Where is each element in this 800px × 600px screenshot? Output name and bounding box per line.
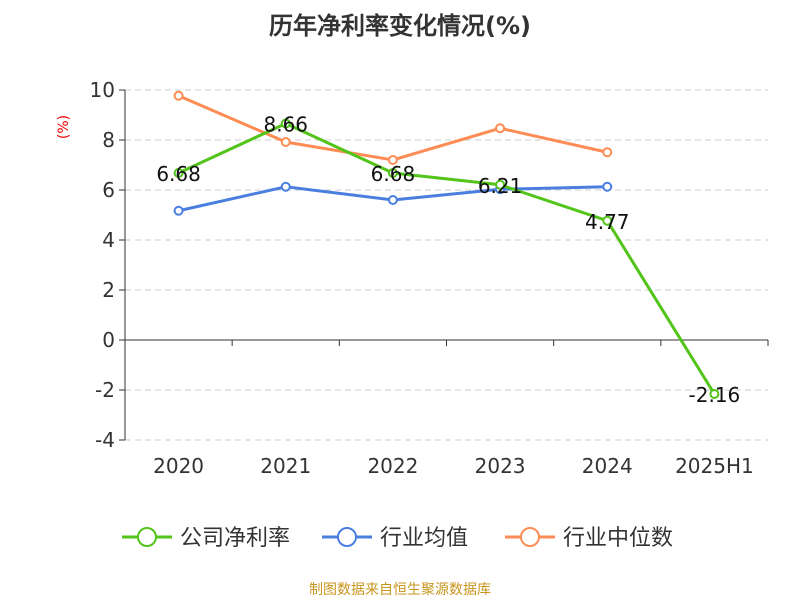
data-point: [173, 90, 184, 101]
data-point: [495, 123, 506, 134]
data-label: 8.66: [263, 113, 308, 137]
data-point: [602, 181, 613, 192]
y-tick-label: -4: [95, 428, 115, 452]
y-axis-label: (%): [56, 115, 72, 139]
series-line-2: [177, 94, 608, 162]
source-note: 制图数据来自恒生聚源数据库: [309, 582, 491, 598]
data-point: [387, 168, 398, 178]
data-label: -2.16: [689, 383, 741, 407]
data-point: [173, 168, 184, 178]
y-tick-label: 10: [90, 78, 115, 102]
x-tick-label: 2021: [260, 454, 311, 478]
data-label: 4.77: [585, 210, 630, 234]
x-tick-label: 2020: [153, 454, 204, 478]
chart-title: 历年净利率变化情况(%): [269, 12, 531, 40]
legend-label: 行业中位数: [563, 526, 673, 551]
data-label: 6.21: [478, 174, 523, 198]
x-tick-label: 2024: [582, 454, 633, 478]
data-point: [173, 205, 184, 216]
series-line-0: [177, 121, 716, 395]
x-tick-label: 2025H1: [675, 454, 754, 478]
y-tick-label: 8: [102, 128, 115, 152]
y-tick-label: 0: [102, 328, 115, 352]
data-point: [495, 179, 506, 190]
x-tick-label: 2022: [367, 454, 418, 478]
data-point: [387, 155, 398, 165]
y-tick-label: 6: [102, 178, 115, 202]
data-point: [280, 137, 291, 147]
data-label: 6.68: [156, 162, 201, 186]
data-point: [709, 389, 720, 399]
x-tick-label: 2023: [475, 454, 526, 478]
y-tick-label: -2: [95, 378, 115, 402]
legend-marker: [337, 527, 357, 547]
legend-marker: [520, 527, 540, 547]
y-tick-label: 4: [102, 228, 115, 252]
data-point: [280, 181, 291, 192]
legend-label: 行业均值: [380, 526, 468, 551]
data-point: [602, 147, 613, 158]
data-point: [387, 195, 398, 205]
legend-label: 公司净利率: [180, 526, 290, 551]
data-point: [602, 215, 613, 226]
y-tick-label: 2: [102, 278, 115, 302]
legend-marker: [137, 527, 157, 547]
data-label: 6.68: [371, 162, 416, 186]
data-point: [280, 118, 291, 129]
